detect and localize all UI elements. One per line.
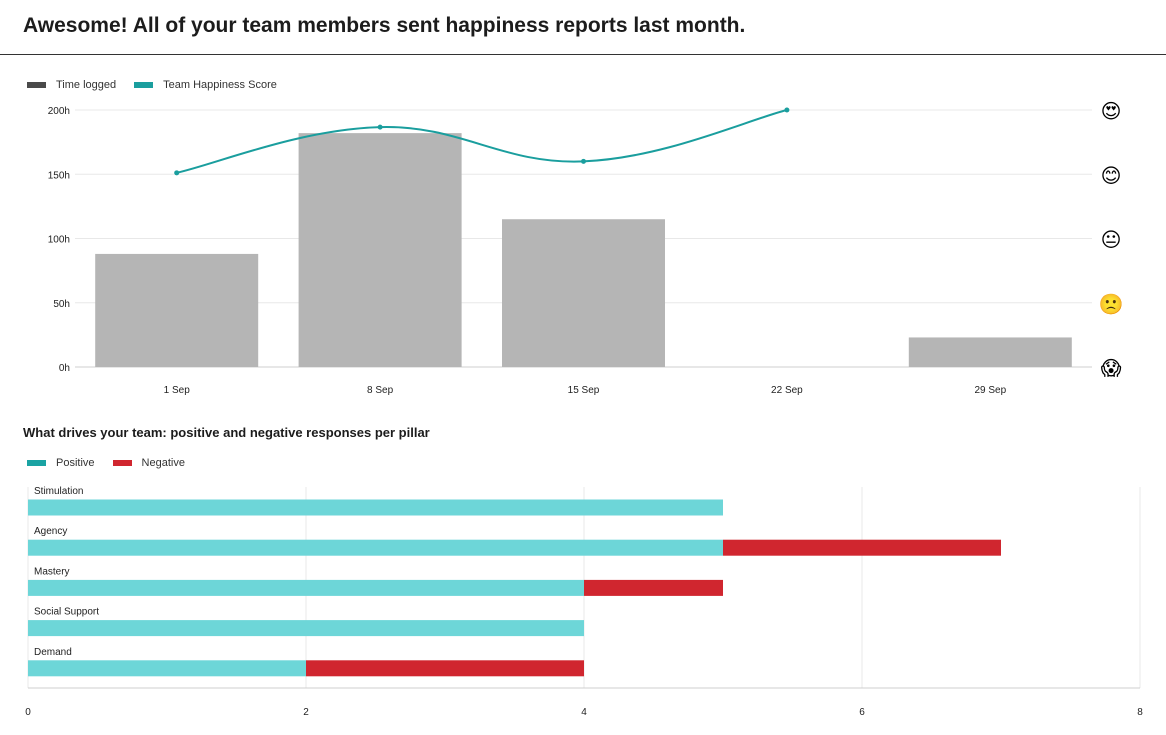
bar-positive (28, 660, 306, 677)
pillar-chart-legend: Positive Negative (27, 457, 203, 469)
bar-positive (28, 499, 723, 516)
happiness-point (174, 170, 180, 176)
legend-label-negative: Negative (141, 457, 185, 469)
x-tick-label: 6 (859, 707, 865, 718)
legend-label-positive: Positive (56, 457, 95, 469)
pillar-label: Stimulation (34, 486, 83, 497)
time-chart-legend: Time logged Team Happiness Score (27, 79, 295, 91)
bar-time-logged (95, 253, 259, 367)
legend-item-happiness[interactable]: Team Happiness Score (134, 79, 277, 91)
happiness-point (377, 124, 383, 130)
bar-negative (584, 579, 723, 596)
x-tick-label: 1 Sep (164, 385, 191, 396)
bar-negative (723, 539, 1001, 556)
x-tick-label: 2 (303, 707, 309, 718)
legend-item-negative[interactable]: Negative (112, 457, 185, 469)
bar-time-logged (502, 219, 665, 367)
y-tick-label: 150h (48, 170, 70, 181)
bar-positive (28, 579, 584, 596)
legend-item-time-logged[interactable]: Time logged (27, 79, 116, 91)
x-tick-label: 4 (581, 707, 587, 718)
pillar-label: Agency (34, 526, 67, 537)
x-tick-label: 29 Sep (974, 385, 1006, 396)
mood-emoji-icon: 😊 (1101, 165, 1122, 187)
bar-positive (28, 539, 723, 556)
legend-swatch-happiness (134, 82, 154, 88)
happiness-point (784, 107, 790, 113)
x-tick-label: 8 (1137, 707, 1143, 718)
y-tick-label: 50h (53, 299, 70, 310)
legend-label-time-logged: Time logged (56, 79, 117, 91)
x-tick-label: 15 Sep (568, 385, 600, 396)
y-tick-label: 100h (48, 235, 70, 246)
time-happiness-chart: 0h 50h 100h 150h 200h 1 Sep 8 Sep 15 Sep 22 Sep 2… (48, 101, 1124, 396)
pillar-chart-title: What drives your team: positive and nega… (23, 425, 430, 440)
title-divider (0, 54, 1166, 55)
bar-time-logged (298, 133, 462, 367)
x-tick-label: 8 Sep (367, 385, 394, 396)
legend-swatch-positive (27, 460, 46, 466)
pillar-label: Mastery (34, 566, 70, 577)
mood-emoji-icon: 😍 (1101, 101, 1122, 123)
x-tick-label: 0 (25, 707, 31, 718)
y-tick-label: 200h (48, 106, 70, 117)
happiness-line (176, 109, 788, 174)
legend-item-positive[interactable]: Positive (27, 457, 95, 469)
x-tick-label: 22 Sep (771, 385, 803, 396)
mood-emoji-icon: 😐 (1101, 230, 1122, 252)
y-tick-label: 0h (59, 363, 70, 374)
pillar-label: Demand (34, 647, 72, 658)
bar-negative (306, 660, 584, 677)
mood-emoji-icon: 😱 (1101, 358, 1122, 380)
mood-emoji-icon: 🙁 (1099, 293, 1124, 316)
legend-swatch-time-logged (27, 82, 46, 88)
bar-time-logged (908, 337, 1072, 367)
happiness-point (581, 158, 586, 164)
page-title: Awesome! All of your team members sent h… (23, 14, 746, 37)
legend-swatch-negative (112, 460, 132, 466)
bar-positive (28, 620, 584, 637)
legend-label-happiness: Team Happiness Score (163, 79, 277, 91)
pillar-label: Social Support (34, 607, 99, 618)
